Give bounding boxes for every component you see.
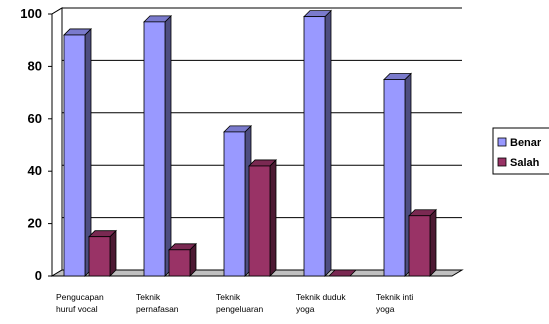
bar-benar-1 (143, 14, 172, 277)
x-tick-label: Teknik inti yoga (376, 292, 413, 314)
bar-salah-2 (248, 158, 277, 277)
x-tick-label: Teknik pernafasan (136, 292, 179, 314)
x-tick-label: Pengucapan huruf vocal (56, 292, 104, 314)
legend-label-salah: Salah (510, 157, 540, 169)
x-tick-labels: Pengucapan huruf vocal Teknik pernafasan Tek… (56, 292, 413, 314)
bar-salah-0 (88, 229, 117, 277)
legend-swatch-benar (497, 137, 507, 147)
bar-salah-3 (328, 269, 357, 277)
x-tick-label: Teknik pengeluaran (216, 292, 264, 314)
y-tick-label: 40 (28, 163, 42, 178)
y-tick-label: 80 (28, 58, 42, 73)
y-tick-label: 60 (28, 111, 42, 126)
legend-label-benar: Benar (510, 137, 542, 149)
bar-benar-4 (383, 72, 412, 277)
bar-salah-1 (168, 242, 197, 277)
gridline (51, 7, 462, 15)
legend: Benar Salah (492, 127, 549, 175)
gridline (51, 59, 462, 67)
y-tick-label: 0 (35, 268, 42, 283)
bar-benar-3 (303, 9, 332, 277)
bars (63, 9, 437, 277)
legend-swatch-salah (497, 157, 507, 167)
bar-benar-2 (223, 124, 252, 277)
bar-benar-0 (63, 27, 92, 277)
bar-salah-4 (408, 208, 437, 277)
y-axis-wall (51, 7, 63, 277)
y-tick-label: 100 (20, 6, 42, 21)
y-tick-labels: 0 20 40 60 80 100 (20, 6, 52, 283)
y-tick-label: 20 (28, 216, 42, 231)
x-tick-label: Teknik duduk yoga (296, 292, 346, 314)
